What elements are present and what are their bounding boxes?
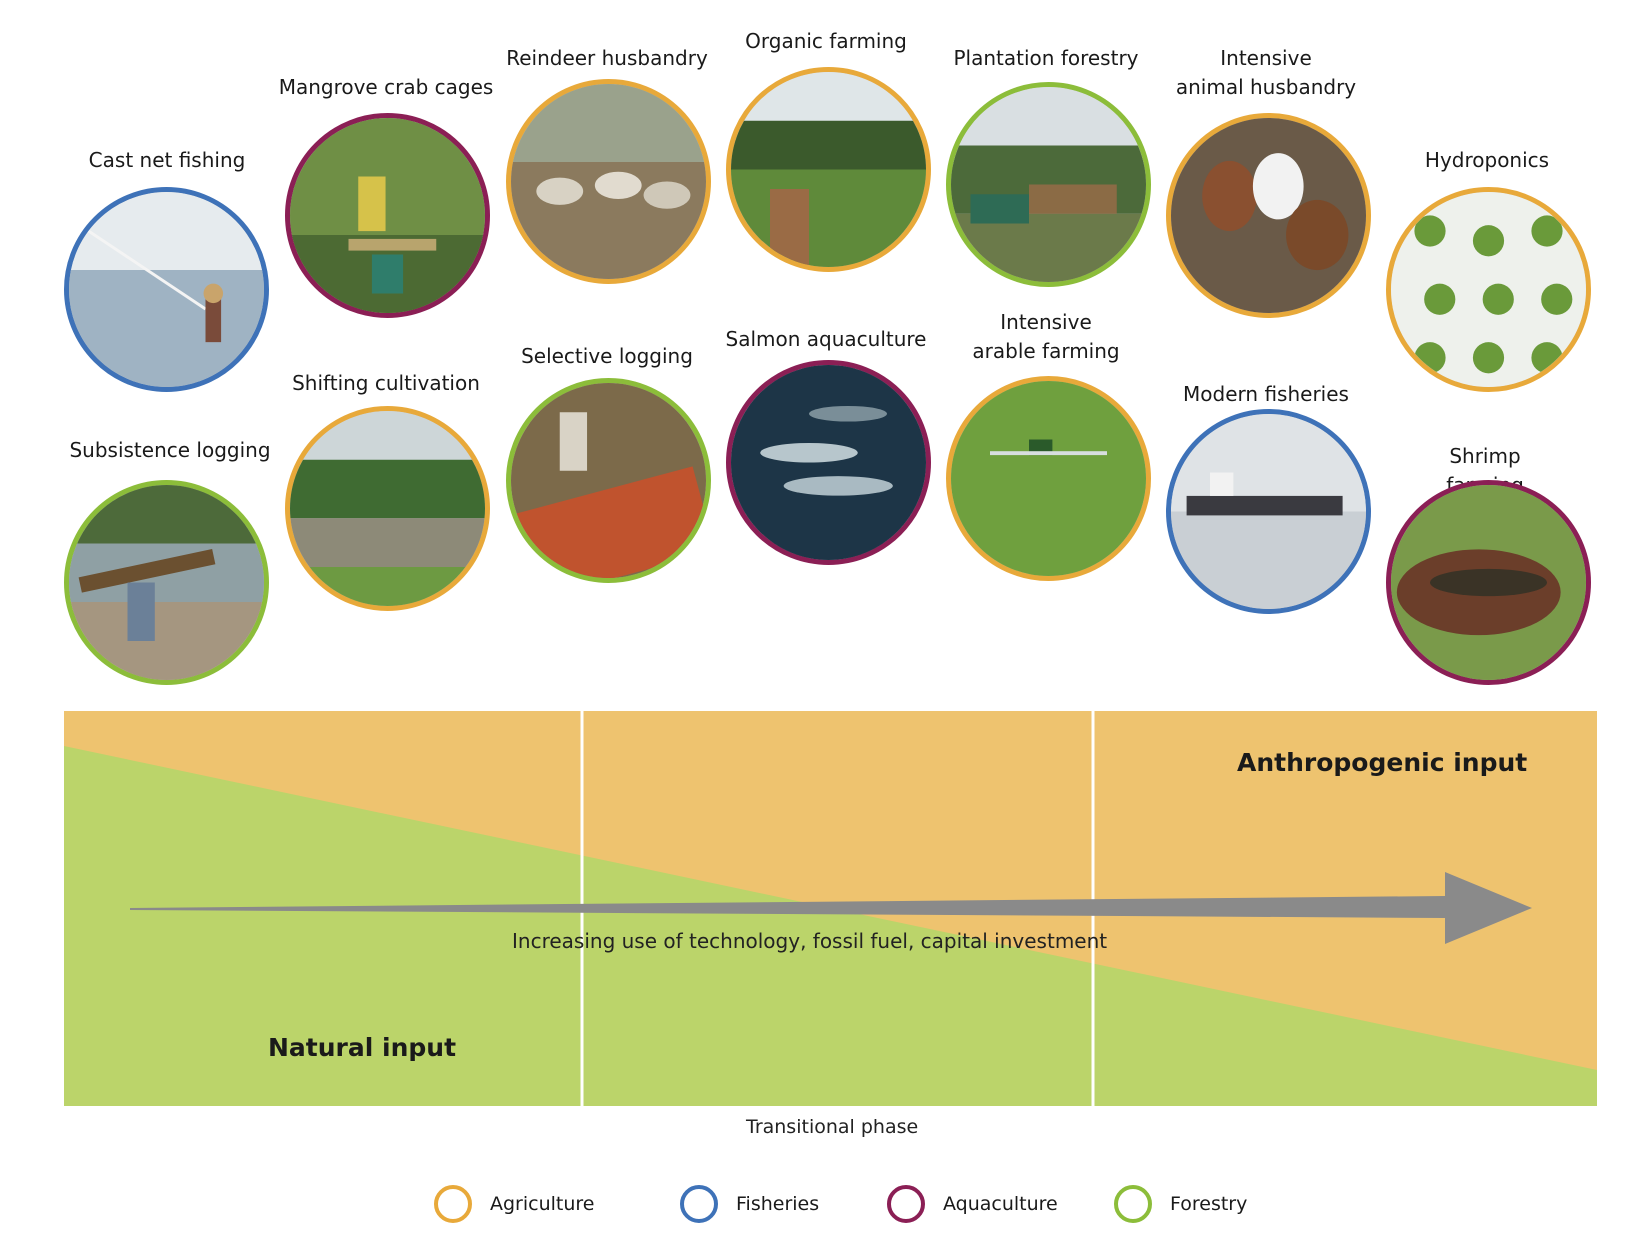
selective-logging-photo	[506, 378, 711, 583]
intensive-arable-farming-photo	[946, 376, 1151, 581]
activity-label: Cast net fishing	[88, 148, 246, 172]
shrimp-farming-photo	[1386, 480, 1591, 685]
activity-label: Reindeer husbandry	[506, 46, 708, 70]
legend-item-aquaculture: Aquaculture	[887, 1185, 1058, 1223]
activity-label: Plantation forestry	[953, 46, 1139, 70]
fisheries-ring-icon	[680, 1185, 718, 1223]
arrow-label: Increasing use of technology, fossil fue…	[512, 929, 1108, 953]
activity-label: Salmon aquaculture	[725, 327, 927, 351]
plantation-forestry-photo	[946, 82, 1151, 287]
activity-label: Organic farming	[745, 29, 907, 53]
reindeer-husbandry-photo	[506, 79, 711, 284]
forestry-ring-icon	[1114, 1185, 1152, 1223]
activity-label: Hydroponics	[1424, 148, 1550, 172]
intensive-animal-husbandry-photo	[1166, 113, 1371, 318]
activity-label: Subsistence logging	[69, 438, 271, 462]
activity-label: Modern fisheries	[1183, 382, 1349, 406]
aquaculture-ring-icon	[887, 1185, 925, 1223]
mangrove-crab-cages-photo	[285, 113, 490, 318]
legend-item-fisheries: Fisheries	[680, 1185, 819, 1223]
modern-fisheries-photo	[1166, 409, 1371, 614]
salmon-aquaculture-photo	[726, 360, 931, 565]
subsistence-logging-photo	[64, 480, 269, 685]
activity-label: Mangrove crab cages	[278, 75, 494, 99]
activity-label: Intensive animal husbandry	[1175, 46, 1357, 99]
legend-label: Fisheries	[736, 1193, 820, 1215]
activity-label: Intensive arable farming	[972, 310, 1120, 363]
legend-label: Forestry	[1170, 1193, 1248, 1215]
legend-label: Aquaculture	[943, 1193, 1058, 1215]
activity-label: Selective logging	[521, 344, 693, 368]
legend-item-forestry: Forestry	[1114, 1185, 1247, 1223]
legend-label: Agriculture	[490, 1193, 595, 1215]
activity-label: Shifting cultivation	[292, 371, 480, 395]
natural-input-label: Natural input	[268, 1033, 457, 1062]
shifting-cultivation-photo	[285, 406, 490, 611]
agriculture-ring-icon	[434, 1185, 472, 1223]
transitional-phase-label: Transitional phase	[746, 1116, 919, 1138]
cast-net-fishing-photo	[64, 187, 269, 392]
organic-farming-photo	[726, 67, 931, 272]
anthropogenic-input-label: Anthropogenic input	[1237, 748, 1528, 777]
legend-item-agriculture: Agriculture	[434, 1185, 595, 1223]
hydroponics-photo	[1386, 187, 1591, 392]
